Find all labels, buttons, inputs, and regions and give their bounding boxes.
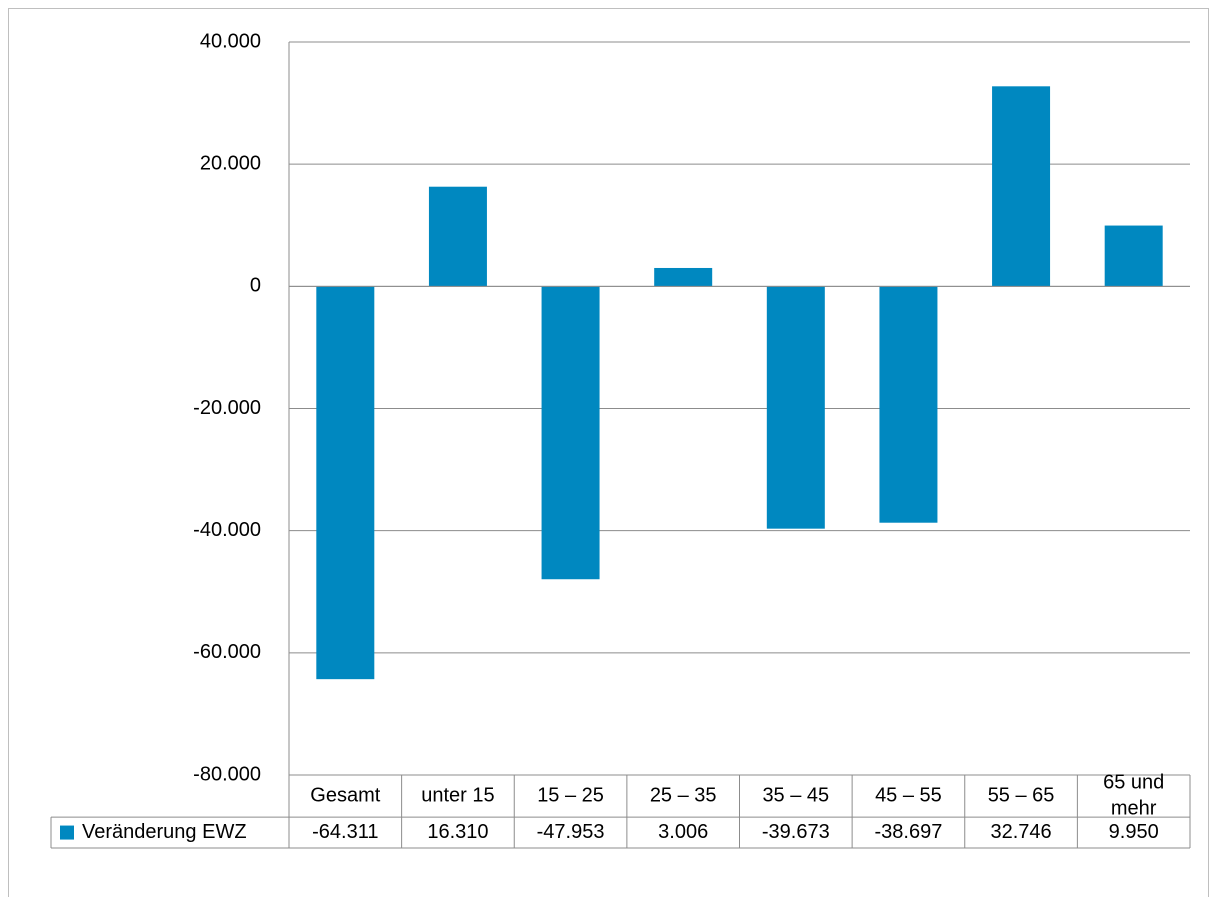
data-label: 3.006 — [658, 821, 708, 843]
category-label: 15 – 25 — [537, 784, 604, 806]
category-label: 45 – 55 — [875, 784, 942, 806]
y-tick-label: 20.000 — [200, 152, 261, 174]
bar — [1104, 225, 1163, 287]
category-label: 35 – 45 — [762, 784, 829, 806]
y-tick-label: 40.000 — [200, 30, 261, 52]
category-label: Gesamt — [310, 784, 380, 806]
data-table: Gesamt unter 15 15 – 25 25 – 35 35 – 45 45 – … — [50, 771, 1191, 849]
bar — [316, 286, 375, 680]
data-label: 16.310 — [427, 821, 488, 843]
axes — [288, 42, 1190, 848]
category-label: 65 und — [1103, 771, 1164, 793]
bar — [654, 267, 713, 287]
category-label: 25 – 35 — [650, 784, 717, 806]
category-label: 55 – 65 — [988, 784, 1055, 806]
bar — [879, 286, 938, 523]
category-label: unter 15 — [421, 784, 494, 806]
y-tick-label: -80.000 — [193, 763, 261, 785]
y-tick-label: -40.000 — [193, 519, 261, 541]
data-label: -47.953 — [537, 821, 605, 843]
data-label: -64.311 — [312, 821, 378, 843]
y-tick-label: 0 — [250, 275, 261, 297]
category-label: mehr — [1111, 797, 1157, 819]
legend-swatch — [60, 825, 74, 840]
data-label: 9.950 — [1109, 821, 1159, 843]
y-tick-labels: 40.000 20.000 0 -20.000 -40.000 -60.000 -80.00… — [193, 30, 261, 785]
data-label: -39.673 — [762, 821, 830, 843]
y-tick-label: -20.000 — [193, 397, 261, 419]
y-tick-label: -60.000 — [193, 641, 261, 663]
bar — [992, 86, 1051, 287]
bars — [316, 86, 1163, 680]
bar — [541, 286, 600, 580]
legend-label: Veränderung EWZ — [82, 821, 247, 843]
bar — [766, 286, 825, 529]
data-label: -38.697 — [875, 821, 943, 843]
data-label: 32.746 — [990, 821, 1051, 843]
bar — [428, 186, 487, 287]
